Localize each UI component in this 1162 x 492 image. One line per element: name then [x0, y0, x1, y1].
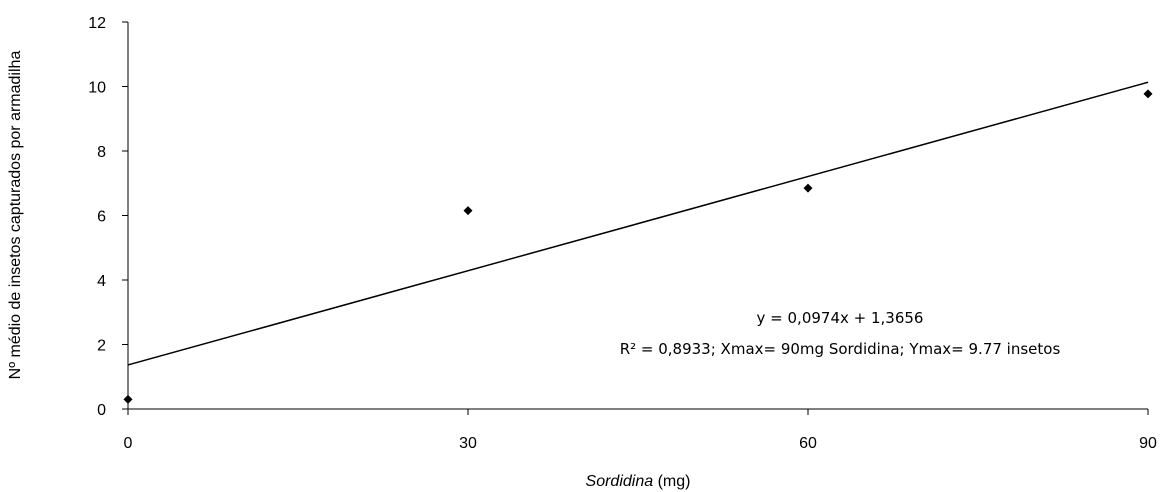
x-tick-label: 0 — [124, 435, 133, 452]
y-tick-label: 0 — [97, 402, 106, 419]
trendline — [127, 81, 1149, 366]
y-tick-label: 4 — [97, 273, 106, 290]
y-axis-title: Nº médio de insetos capturados por armad… — [7, 51, 24, 380]
y-tick-label: 6 — [97, 209, 106, 226]
y-axis-ticks: 0 2 4 6 8 10 12 — [88, 15, 128, 419]
x-tick-label: 30 — [459, 435, 477, 452]
data-point — [1143, 89, 1153, 99]
y-tick-label: 12 — [88, 15, 106, 32]
x-axis-ticks: 0 30 60 90 — [124, 409, 1157, 452]
y-tick-label: 10 — [88, 80, 106, 97]
y-tick-label: 2 — [97, 338, 106, 355]
r-squared-label: R² = 0,8933; Xmax= 90mg Sordidina; Ymax=… — [620, 340, 1061, 358]
data-point — [803, 183, 813, 193]
x-axis-title-italic: Sordidina — [586, 473, 654, 490]
data-points — [123, 89, 1153, 404]
x-tick-label: 60 — [799, 435, 817, 452]
x-axis-title-unit: (mg) — [653, 473, 690, 490]
data-point — [463, 206, 473, 216]
data-point — [123, 394, 133, 404]
equation-label: y = 0,0974x + 1,3656 — [757, 309, 924, 327]
x-axis-title: Sordidina (mg) — [586, 473, 691, 490]
x-tick-label: 90 — [1139, 435, 1157, 452]
y-tick-label: 8 — [97, 144, 106, 161]
